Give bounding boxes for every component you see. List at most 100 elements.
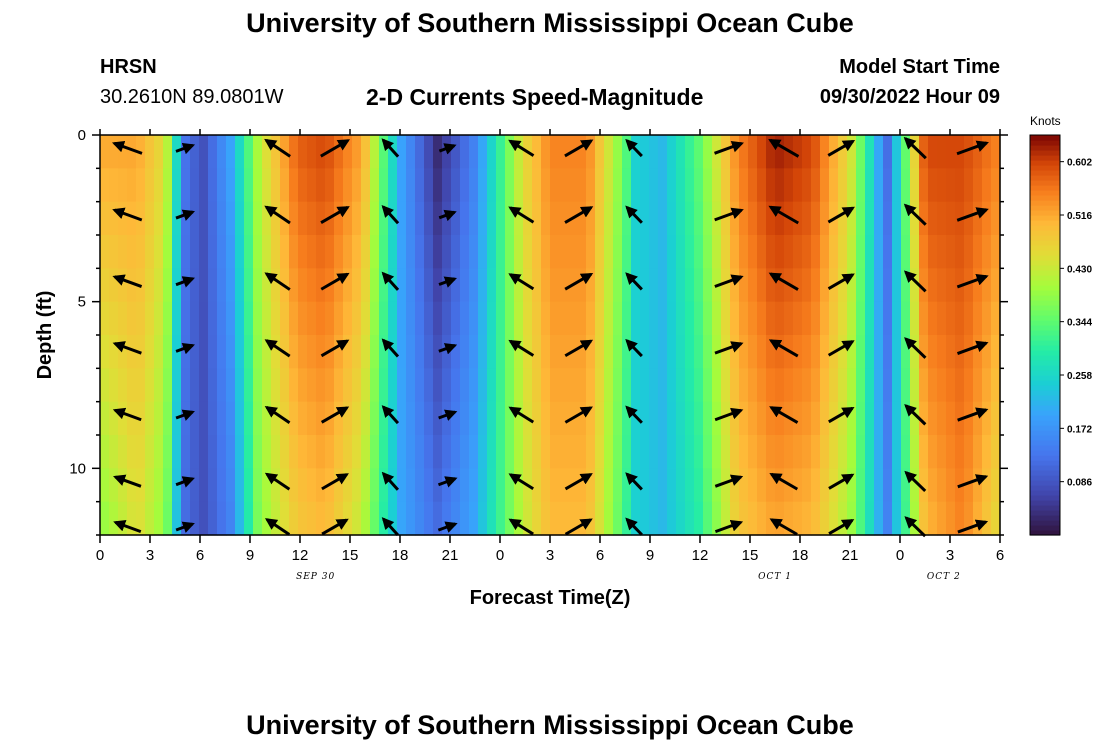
heatmap-cell [748, 501, 758, 536]
heatmap-cell [118, 401, 128, 436]
heatmap-cell [631, 301, 641, 336]
heatmap-cell [532, 335, 542, 369]
heatmap-cell [361, 435, 371, 469]
heatmap-cell [955, 168, 965, 203]
heatmap-cell [505, 501, 515, 536]
heatmap-cell [838, 401, 848, 436]
heatmap-cell [883, 301, 893, 336]
heatmap-cell [775, 201, 785, 236]
current-vector-arrow [903, 270, 927, 293]
heatmap-cell [361, 301, 371, 336]
heatmap-cell [280, 501, 290, 536]
heatmap-cell [217, 435, 227, 469]
heatmap-cell [343, 201, 353, 236]
colorbar-tick-label: 0.172 [1067, 424, 1092, 435]
heatmap-cell [379, 135, 389, 169]
heatmap-cell [262, 268, 272, 303]
heatmap-cell [109, 468, 119, 503]
colorbar-frame [1029, 134, 1061, 536]
heatmap-cell [982, 435, 992, 469]
current-vector-arrow [175, 342, 195, 355]
heatmap-cell [235, 135, 245, 169]
heatmap-cell [109, 201, 119, 236]
colorbar-segment [1030, 310, 1060, 316]
current-vector-arrow [827, 273, 855, 290]
current-vector-arrow [113, 520, 142, 534]
heatmap-cell [397, 301, 407, 336]
heatmap-cell [928, 335, 938, 369]
heatmap-cell [622, 368, 632, 403]
heatmap-cell [694, 401, 704, 436]
heatmap-cell [316, 268, 326, 303]
heatmap-cell [856, 401, 866, 436]
colorbar-segment [1030, 195, 1060, 201]
heatmap-cell [190, 335, 200, 369]
heatmap-cell [334, 201, 344, 236]
heatmap-cell [703, 501, 713, 536]
heatmap-cell [514, 335, 524, 369]
heatmap-cell [667, 268, 677, 303]
heatmap-cell [640, 168, 650, 203]
heatmap-cell [379, 435, 389, 469]
heatmap-cell [352, 501, 362, 536]
heatmap-cell [919, 135, 929, 169]
heatmap-cell [226, 401, 236, 436]
heatmap-cell [613, 135, 623, 169]
x-tick-label: 18 [792, 547, 809, 564]
heatmap-cell [496, 468, 506, 503]
heatmap-cell [883, 335, 893, 369]
heatmap-cell [460, 235, 470, 269]
heatmap-cell [496, 201, 506, 236]
heatmap-cell [217, 168, 227, 203]
heatmap-cell [937, 235, 947, 269]
heatmap-cell [613, 168, 623, 203]
heatmap-cell [766, 435, 776, 469]
current-vector-arrow [438, 209, 457, 222]
heatmap-cell [793, 201, 803, 236]
heatmap-cell [190, 468, 200, 503]
heatmap-cell [334, 135, 344, 169]
heatmap-cell [991, 368, 1001, 403]
heatmap-cell [631, 368, 641, 403]
heatmap-cell [604, 435, 614, 469]
heatmap-cell [757, 501, 767, 536]
heatmap-cell [703, 268, 713, 303]
heatmap-cell [514, 501, 524, 536]
colorbar-segment [1030, 415, 1060, 421]
heatmap-cell [415, 301, 425, 336]
heatmap-cell [136, 368, 146, 403]
heatmap-cell [424, 368, 434, 403]
heatmap-cell [388, 368, 398, 403]
heatmap-cell [343, 135, 353, 169]
heatmap-cell [190, 135, 200, 169]
heatmap-cell [478, 501, 488, 536]
heatmap-cell [199, 135, 209, 169]
heatmap-cell [874, 135, 884, 169]
heatmap-cell [811, 501, 821, 536]
heatmap-cell [298, 401, 308, 436]
heatmap-cell [442, 435, 452, 469]
heatmap-cell [325, 368, 335, 403]
colorbar-tick-label: 0.344 [1067, 318, 1092, 329]
heatmap-cell [838, 135, 848, 169]
current-vector-arrow [264, 272, 291, 291]
colorbar-segment [1030, 265, 1060, 271]
heatmap-cell [595, 501, 605, 536]
heatmap-cell [370, 335, 380, 369]
heatmap-cell [487, 168, 497, 203]
heatmap-cell [874, 301, 884, 336]
heatmap-cell [658, 401, 668, 436]
heatmap-cell [298, 168, 308, 203]
heatmap-cell [910, 235, 920, 269]
current-vector-arrow [714, 274, 744, 288]
heatmap-cell [199, 468, 209, 503]
heatmap-cell [190, 268, 200, 303]
heatmap-cell [802, 201, 812, 236]
heatmap-cell [937, 435, 947, 469]
heatmap-cell [226, 335, 236, 369]
heatmap-cell [163, 268, 173, 303]
heatmap-cell [172, 301, 182, 336]
heatmap-cell [622, 268, 632, 303]
colorbar-segment [1030, 435, 1060, 441]
heatmap-cell [109, 135, 119, 169]
